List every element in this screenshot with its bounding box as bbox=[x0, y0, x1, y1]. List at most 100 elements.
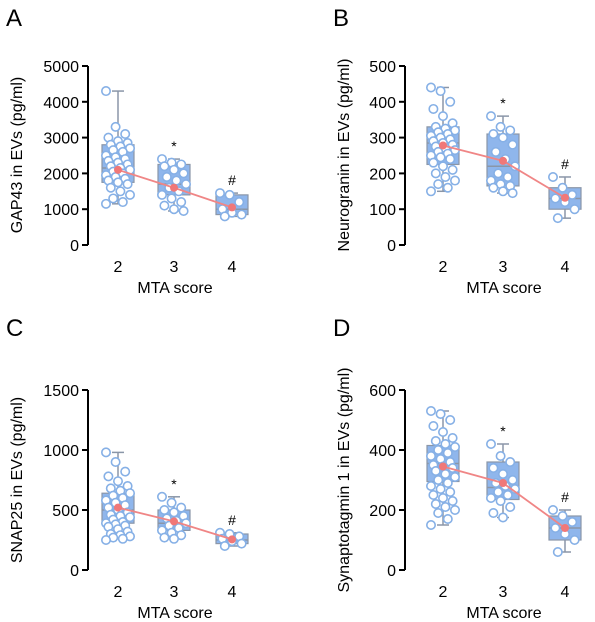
data-point bbox=[105, 182, 116, 193]
x-tick-label: 3 bbox=[499, 584, 508, 601]
data-point bbox=[125, 488, 136, 499]
data-point bbox=[236, 538, 247, 549]
box-group-2 bbox=[101, 86, 136, 209]
data-point bbox=[108, 193, 119, 204]
data-point bbox=[101, 447, 112, 458]
data-point bbox=[440, 438, 451, 449]
x-axis-title: MTA score bbox=[466, 605, 541, 622]
significance-label: * bbox=[171, 138, 177, 154]
data-point bbox=[166, 193, 177, 204]
data-point bbox=[159, 200, 170, 211]
panel-d: D 0 200 400 600 Synaptotagmin 1 in EVs (pg/ml… bbox=[333, 315, 582, 622]
data-point bbox=[166, 497, 177, 508]
y-axis-title: GAP43 in EVs (pg/ml) bbox=[9, 77, 26, 234]
y-axis-title: SNAP25 in EVs (pg/ml) bbox=[9, 397, 26, 563]
data-point bbox=[445, 154, 456, 165]
data-point bbox=[497, 186, 508, 197]
data-point bbox=[430, 465, 441, 476]
data-point bbox=[550, 193, 561, 204]
data-point bbox=[449, 441, 460, 452]
data-point bbox=[445, 414, 456, 425]
y-axis-title: Neurogranin in EVs (pg/ml) bbox=[336, 59, 353, 252]
data-point bbox=[493, 168, 504, 179]
data-point bbox=[430, 168, 441, 179]
data-point bbox=[567, 516, 578, 527]
data-point bbox=[234, 197, 245, 208]
data-point bbox=[497, 512, 508, 523]
data-point bbox=[437, 111, 448, 122]
data-point bbox=[169, 533, 180, 544]
y-tick-label: 3000 bbox=[43, 131, 79, 148]
data-point bbox=[176, 159, 187, 170]
data-point bbox=[425, 82, 436, 93]
data-point bbox=[502, 171, 513, 182]
significance-label: * bbox=[500, 95, 506, 111]
y-tick-label: 200 bbox=[369, 503, 396, 520]
data-point bbox=[507, 474, 518, 485]
data-point bbox=[507, 188, 518, 199]
y-tick-label: 1000 bbox=[43, 443, 79, 460]
data-point bbox=[101, 534, 112, 545]
y-tick-label: 4000 bbox=[43, 95, 79, 112]
data-point bbox=[505, 501, 516, 512]
data-point bbox=[117, 533, 128, 544]
mean-point bbox=[114, 503, 122, 512]
data-point bbox=[425, 480, 436, 491]
panel-letter: D bbox=[333, 315, 350, 342]
data-point bbox=[117, 197, 128, 208]
y-tick-label: 0 bbox=[70, 563, 79, 580]
data-point bbox=[157, 491, 168, 502]
data-point bbox=[445, 96, 456, 107]
data-point bbox=[497, 132, 508, 143]
data-point bbox=[547, 504, 558, 515]
data-point bbox=[495, 450, 506, 461]
x-tick-label: 4 bbox=[228, 584, 237, 601]
data-point bbox=[159, 504, 170, 515]
data-point bbox=[435, 408, 446, 419]
data-point bbox=[442, 447, 453, 458]
significance-label: * bbox=[500, 423, 506, 439]
box-group-2 bbox=[425, 82, 460, 197]
mean-point bbox=[499, 479, 507, 487]
data-point bbox=[425, 450, 436, 461]
box-group-2 bbox=[101, 447, 136, 545]
mean-point bbox=[114, 165, 122, 174]
data-point bbox=[219, 211, 230, 222]
mean-point bbox=[228, 203, 236, 212]
y-tick-label: 400 bbox=[369, 443, 396, 460]
data-point bbox=[125, 189, 136, 200]
data-point bbox=[430, 498, 441, 509]
data-point bbox=[569, 204, 580, 215]
mean-point bbox=[228, 535, 236, 544]
mean-point bbox=[439, 462, 447, 471]
data-point bbox=[110, 456, 121, 467]
data-point bbox=[425, 405, 436, 416]
data-point bbox=[433, 444, 444, 455]
x-tick-label: 4 bbox=[561, 259, 570, 276]
data-point bbox=[449, 175, 460, 186]
data-point bbox=[169, 204, 180, 215]
box-group-3: * bbox=[485, 423, 520, 523]
data-point bbox=[505, 125, 516, 136]
y-tick-label: 1000 bbox=[43, 202, 79, 219]
data-point bbox=[557, 510, 568, 521]
panel-letter: B bbox=[333, 5, 349, 32]
mean-point bbox=[561, 524, 569, 532]
data-point bbox=[485, 111, 496, 122]
y-tick-label: 0 bbox=[70, 238, 79, 255]
y-tick-label: 0 bbox=[387, 238, 396, 255]
box-group-2 bbox=[425, 405, 460, 530]
data-point bbox=[428, 103, 439, 114]
data-point bbox=[103, 471, 114, 482]
significance-label: # bbox=[228, 512, 236, 528]
data-point bbox=[447, 432, 458, 443]
data-point bbox=[425, 519, 436, 530]
y-tick-label: 300 bbox=[369, 131, 396, 148]
box-group-3: * bbox=[157, 138, 192, 216]
panel-letter: C bbox=[6, 315, 23, 342]
data-point bbox=[490, 146, 501, 157]
data-point bbox=[552, 546, 563, 557]
data-point bbox=[433, 507, 444, 518]
data-point bbox=[101, 86, 112, 97]
data-point bbox=[495, 121, 506, 132]
